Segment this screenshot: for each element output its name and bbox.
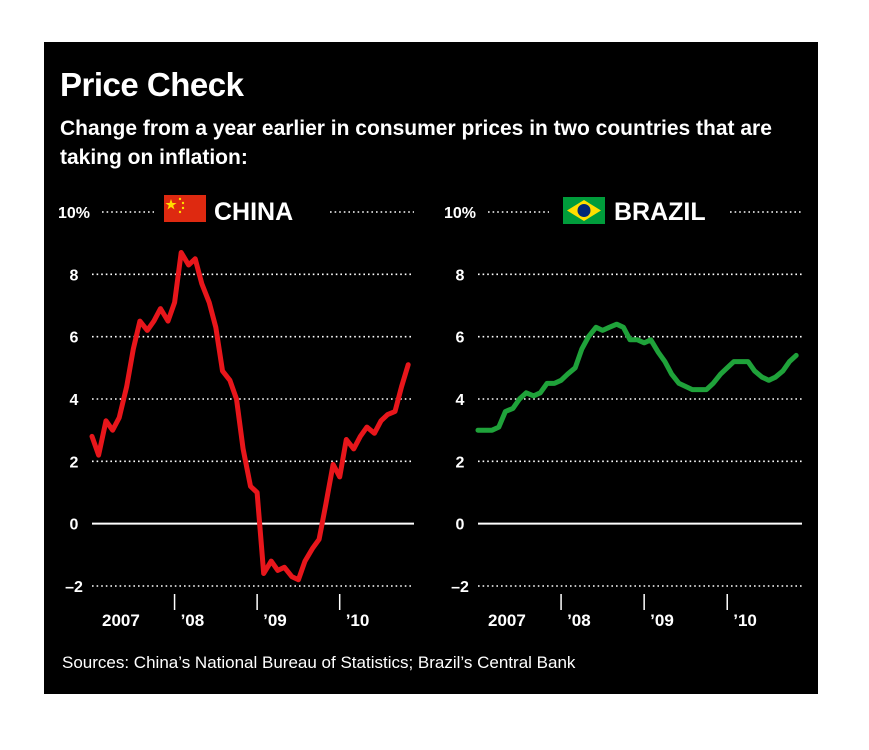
charts-svg: –2 0 2 4 6 8 10% CHINA 2007 ’08 ’09 ’10 –2 0 2 4 6 8 10% BR… [58,195,802,630]
flag-small-star [181,206,185,210]
y-tick-label: 6 [456,330,465,347]
x-tick-label: ’09 [263,611,287,630]
flag-small-star [181,201,185,205]
chart-panel: Price Check Change from a year earlier i… [44,42,818,694]
x-tick-label: ’10 [346,611,370,630]
y-tick-label: 6 [70,330,79,347]
china-flag-icon [164,195,206,222]
series-line [89,250,411,583]
x-tick-label: ’08 [567,611,591,630]
sources-note: Sources: China’s National Bureau of Stat… [62,653,576,672]
x-tick-label: ’10 [733,611,757,630]
y-tick-label: –2 [451,579,469,596]
y-tick-label: 2 [70,454,79,471]
y-tick-label: 8 [456,267,465,284]
series-line [475,321,799,433]
x-tick-label: 2007 [488,611,526,630]
x-tick-label: ’09 [650,611,674,630]
page-subtitle: Change from a year earlier in consumer p… [60,117,772,169]
y-tick-label: 4 [70,392,79,409]
chart-title: BRAZIL [614,198,706,226]
y-tick-label: 0 [70,517,79,534]
y-tick-label: –2 [65,579,83,596]
x-tick-label: ’08 [181,611,205,630]
brazil-chart: –2 0 2 4 6 8 10% BRAZIL 2007 ’08 ’09 ’10 [444,197,802,630]
flag-star [165,199,177,210]
y-tick-label: 2 [456,454,465,471]
brazil-flag-icon [563,197,605,224]
flag-field [164,195,206,222]
page-title: Price Check [60,66,244,103]
china-chart: –2 0 2 4 6 8 10% CHINA 2007 ’08 ’09 ’10 [58,195,414,630]
chart-title: CHINA [214,198,293,226]
flag-globe [577,204,591,217]
x-tick-label: 2007 [102,611,140,630]
flag-small-star [178,210,182,214]
y-tick-label: 10% [58,205,90,222]
y-tick-label: 4 [456,392,465,409]
y-tick-label: 10% [444,205,476,222]
y-tick-label: 8 [70,267,79,284]
flag-small-star [178,197,182,201]
y-tick-label: 0 [456,517,465,534]
